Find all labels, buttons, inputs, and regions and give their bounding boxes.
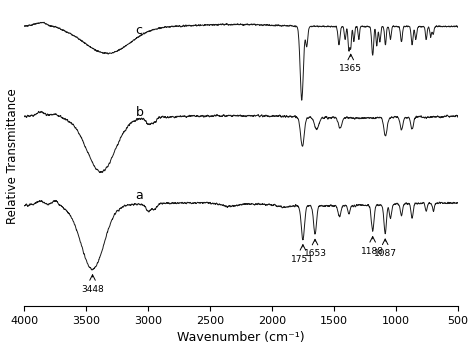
X-axis label: Wavenumber (cm⁻¹): Wavenumber (cm⁻¹) <box>177 331 305 344</box>
Text: 1087: 1087 <box>374 249 397 258</box>
Text: c: c <box>136 24 143 37</box>
Text: a: a <box>136 189 144 202</box>
Text: b: b <box>136 106 144 119</box>
Text: 1751: 1751 <box>292 255 314 264</box>
Text: 3448: 3448 <box>81 285 104 294</box>
Text: 1653: 1653 <box>303 250 327 258</box>
Text: 1365: 1365 <box>339 64 362 73</box>
Y-axis label: Relative Transmittance: Relative Transmittance <box>6 88 18 224</box>
Text: 1188: 1188 <box>361 247 384 256</box>
